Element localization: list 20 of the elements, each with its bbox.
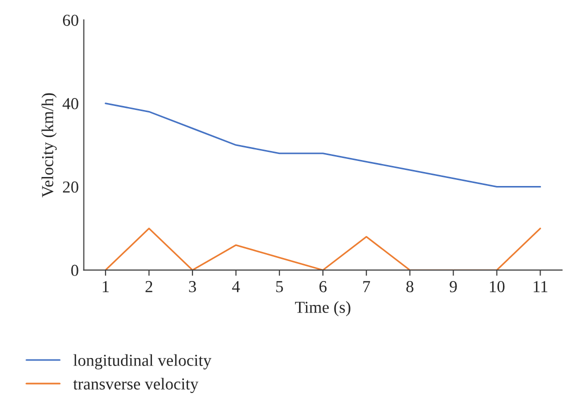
legend-label: transverse velocity [73,378,198,393]
x-tick-label: 1 [102,281,109,292]
x-tick-label: 3 [189,281,196,292]
x-tick-label: 11 [534,281,548,292]
x-axis-title: Time (s) [295,301,350,316]
y-tick-label: 40 [62,98,78,110]
x-tick-label: 7 [363,281,370,292]
legend-label: longitudinal velocity [73,354,212,370]
x-tick-label: 5 [276,281,283,292]
x-tick-label: 8 [406,280,414,292]
x-tick-label: 9 [450,281,457,292]
x-tick-label: 6 [319,281,327,292]
y-tick-label: 0 [71,264,78,276]
line-series [104,102,542,188]
y-tick-label: 60 [62,14,78,26]
y-axis-title: Velocity (km/h) [42,93,57,198]
x-tick-label: 10 [490,280,505,292]
y-tick-label: 20 [62,181,78,193]
x-tick-label: 2 [146,281,152,292]
x-tick-label: 4 [232,281,240,292]
